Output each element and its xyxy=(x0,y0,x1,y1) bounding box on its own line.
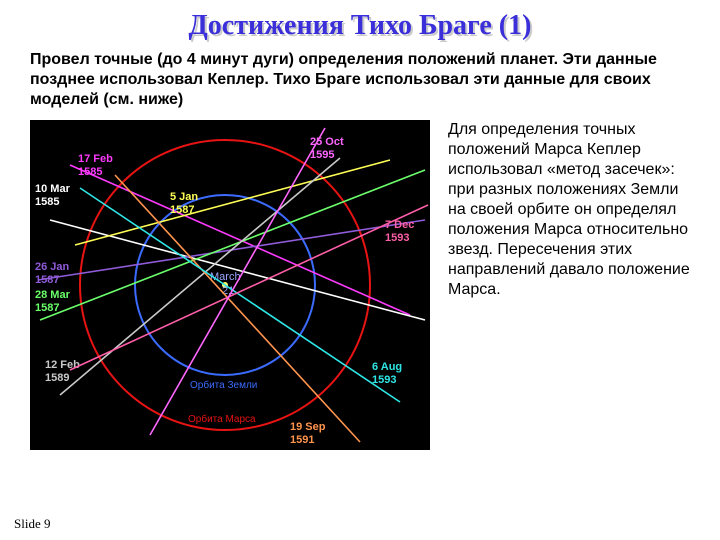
svg-text:1585: 1585 xyxy=(35,196,59,208)
svg-text:March: March xyxy=(210,271,241,283)
svg-text:1591: 1591 xyxy=(290,434,314,446)
side-paragraph: Для определения точных положений Марса К… xyxy=(448,120,690,450)
svg-text:5 Jan: 5 Jan xyxy=(170,191,198,203)
slide: Достижения Тихо Браге (1) Провел точные … xyxy=(0,0,720,540)
orbit-diagram: Орбита ЗемлиОрбита МарсаMarch2117 Feb158… xyxy=(30,120,430,450)
svg-text:7 Dec: 7 Dec xyxy=(385,219,414,231)
slide-number: Slide 9 xyxy=(14,516,50,532)
page-title: Достижения Тихо Браге (1) xyxy=(30,10,690,42)
content-row: Орбита ЗемлиОрбита МарсаMarch2117 Feb158… xyxy=(30,120,690,450)
diagram-container: Орбита ЗемлиОрбита МарсаMarch2117 Feb158… xyxy=(30,120,430,450)
svg-text:1593: 1593 xyxy=(385,232,409,244)
svg-text:12 Feb: 12 Feb xyxy=(45,359,80,371)
svg-text:17 Feb: 17 Feb xyxy=(78,153,113,165)
svg-text:1587: 1587 xyxy=(170,204,194,216)
svg-text:6 Aug: 6 Aug xyxy=(372,361,402,373)
svg-text:26 Jan: 26 Jan xyxy=(35,261,70,273)
svg-text:1587: 1587 xyxy=(35,302,59,314)
svg-text:1595: 1595 xyxy=(310,149,334,161)
svg-text:1593: 1593 xyxy=(372,374,396,386)
svg-text:1585: 1585 xyxy=(78,166,102,178)
svg-text:Орбита Земли: Орбита Земли xyxy=(190,379,257,391)
svg-text:25 Oct: 25 Oct xyxy=(310,136,344,148)
svg-text:10 Mar: 10 Mar xyxy=(35,183,71,195)
svg-text:1589: 1589 xyxy=(45,372,69,384)
intro-paragraph: Провел точные (до 4 минут дуги) определе… xyxy=(30,50,690,110)
svg-text:19 Sep: 19 Sep xyxy=(290,421,326,433)
svg-text:Орбита Марса: Орбита Марса xyxy=(188,413,256,425)
svg-text:28 Mar: 28 Mar xyxy=(35,289,71,301)
svg-text:1587: 1587 xyxy=(35,274,59,286)
